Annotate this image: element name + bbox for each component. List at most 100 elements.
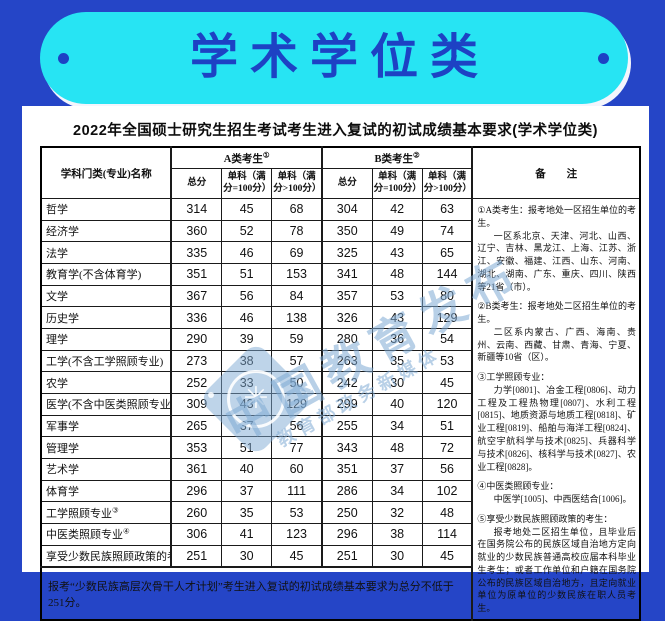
score-cell: 138 <box>271 306 323 330</box>
score-cell: 252 <box>170 371 223 395</box>
notes-cell: ①A类考生：报考地处一区招生单位的考生。 一区系北京、天津、河北、山西、辽宁、吉林… <box>471 197 641 621</box>
banner-dot-right-icon <box>598 53 609 64</box>
score-cell: 296 <box>170 479 223 503</box>
subject-label: 享受少数民族照顾政策的考生⑤ <box>40 544 172 568</box>
score-cell: 242 <box>320 371 373 395</box>
score-cell: 69 <box>271 241 323 265</box>
note-paragraph: ④中医类照顾专业： <box>477 481 559 492</box>
subject-label: 哲学 <box>40 198 172 221</box>
score-cell: 361 <box>170 458 223 481</box>
header-group-b-label: B类考生 <box>374 153 414 165</box>
score-cell: 37 <box>371 458 423 481</box>
score-cell: 123 <box>271 523 323 546</box>
score-cell: 309 <box>170 393 223 416</box>
score-cell: 39 <box>221 328 273 351</box>
subject-label: 法学 <box>40 241 172 265</box>
score-cell: 129 <box>271 393 323 416</box>
subject-label: 医学(不含中医类照顾专业) <box>40 393 172 416</box>
score-cell: 251 <box>170 544 223 568</box>
score-cell: 42 <box>371 198 423 221</box>
subject-label: 经济学 <box>40 219 172 243</box>
note-paragraph: 一区系北京、天津、河北、山西、辽宁、吉林、黑龙江、上海、江苏、浙江、安徽、福建、… <box>477 230 636 292</box>
document-title: 2022年全国硕士研究生招生考试考生进入复试的初试成绩基本要求(学术学位类) <box>73 123 598 139</box>
header-group-a: A类考生① <box>170 146 323 169</box>
table-row: 工学照顾专业③ 260 35 53 250 32 48 <box>40 501 640 525</box>
score-cell: 48 <box>371 436 423 460</box>
score-cell: 341 <box>320 263 373 286</box>
table-row: 文学 367 56 84 357 53 80 <box>40 284 640 308</box>
score-cell: 53 <box>271 501 323 525</box>
score-cell: 38 <box>221 349 273 373</box>
header-a-gt100: 单科（满分>100分） <box>271 168 323 199</box>
subject-label: 管理学 <box>40 436 172 460</box>
subject-label: 教育学(不含体育学) <box>40 263 172 286</box>
score-cell: 37 <box>221 414 273 438</box>
score-cell: 45 <box>221 198 273 221</box>
score-cell: 30 <box>221 544 273 568</box>
score-cell: 45 <box>421 371 473 395</box>
table-row: 历史学 336 46 138 326 43 129 <box>40 306 640 330</box>
score-cell: 144 <box>421 263 473 286</box>
score-cell: 251 <box>320 544 373 568</box>
note-paragraph: ①A类考生：报考地处一区招生单位的考生。 <box>477 205 636 228</box>
note-paragraph: 报考地处二区招生单位，且毕业后在国务院公布的民族区域自治地方定向就业的少数民族普… <box>477 526 636 614</box>
subject-label: 中医类照顾专业④ <box>40 523 172 546</box>
subject-label: 理学 <box>40 328 172 351</box>
score-cell: 335 <box>170 241 223 265</box>
score-cell: 102 <box>421 479 473 503</box>
score-cell: 56 <box>221 284 273 308</box>
score-cell: 41 <box>221 523 273 546</box>
header-group-a-label: A类考生 <box>223 153 263 165</box>
subject-label: 军事学 <box>40 414 172 438</box>
score-cell: 290 <box>170 328 223 351</box>
score-cell: 51 <box>221 436 273 460</box>
score-cell: 325 <box>320 241 373 265</box>
subject-label: 工学(不含工学照顾专业) <box>40 349 172 373</box>
score-cell: 48 <box>371 263 423 286</box>
score-cell: 153 <box>271 263 323 286</box>
score-cell: 30 <box>371 371 423 395</box>
subject-label: 工学照顾专业③ <box>40 501 172 525</box>
score-cell: 357 <box>320 284 373 308</box>
score-cell: 43 <box>221 393 273 416</box>
score-cell: 129 <box>421 306 473 330</box>
score-cell: 360 <box>170 219 223 243</box>
score-cell: 32 <box>371 501 423 525</box>
header-b-total: 总分 <box>320 168 373 199</box>
note-paragraph: ⑤享受少数民族照顾政策的考生： <box>477 513 613 524</box>
score-cell: 38 <box>371 523 423 546</box>
score-cell: 40 <box>371 393 423 416</box>
header-notes: 备 注 <box>471 146 641 199</box>
score-cell: 30 <box>371 544 423 568</box>
score-cell: 43 <box>371 306 423 330</box>
subject-label: 体育学 <box>40 479 172 503</box>
score-cell: 326 <box>320 306 373 330</box>
score-cell: 48 <box>421 501 473 525</box>
score-cell: 33 <box>221 371 273 395</box>
note-paragraph: ③工学照顾专业： <box>477 372 550 383</box>
score-cell: 46 <box>221 241 273 265</box>
score-cell: 343 <box>320 436 373 460</box>
score-cell: 53 <box>421 349 473 373</box>
table-row: 哲学 314 45 68 304 42 63 ①A类考生：报考地处一区招生单位的考生。 一区系北… <box>40 197 641 621</box>
score-cell: 60 <box>271 458 323 481</box>
subject-sup: ③ <box>112 505 119 515</box>
score-cell: 45 <box>271 544 323 568</box>
score-cell: 351 <box>170 263 223 286</box>
score-cell: 77 <box>271 436 323 460</box>
score-cell: 260 <box>170 501 223 525</box>
subject-label: 历史学 <box>40 306 172 330</box>
score-cell: 51 <box>221 263 273 286</box>
footer-note: 报考“少数民族高层次骨干人才计划”考生进入复试的初试成绩基本要求为总分不低于25… <box>40 566 473 621</box>
score-cell: 49 <box>371 219 423 243</box>
score-cell: 54 <box>421 328 473 351</box>
score-cell: 34 <box>371 414 423 438</box>
score-cell: 314 <box>170 198 223 221</box>
score-cell: 263 <box>320 349 373 373</box>
score-cell: 265 <box>170 414 223 438</box>
note-paragraph: 二区系内蒙古、广西、海南、贵州、云南、西藏、甘肃、青海、宁夏、新疆等10省（区）… <box>477 326 636 363</box>
note-paragraph: 中医学[1005]、中西医结合[1006]。 <box>493 494 632 505</box>
score-cell: 53 <box>371 284 423 308</box>
header-a-total: 总分 <box>170 168 223 199</box>
header-b-gt100: 单科（满分>100分） <box>421 168 473 199</box>
